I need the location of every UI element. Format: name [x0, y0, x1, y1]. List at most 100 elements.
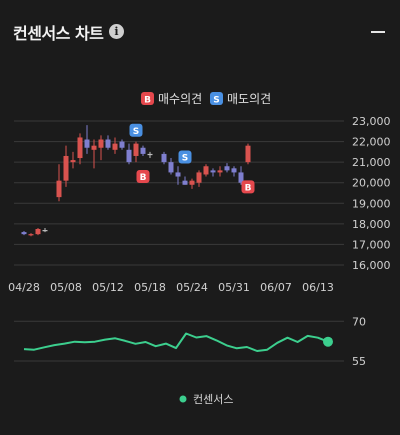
candle — [183, 177, 188, 185]
candle — [29, 233, 34, 236]
candle — [232, 166, 237, 176]
minus-icon[interactable] — [371, 22, 385, 40]
candle — [57, 164, 62, 201]
candle-body — [99, 140, 104, 148]
sell-opinion-marker: S — [179, 151, 192, 164]
price-y-tick-label: 19,000 — [352, 197, 391, 210]
x-tick-label: 05/31 — [218, 281, 250, 294]
candle-body — [197, 172, 202, 182]
consensus-legend-label: 컨센서스 — [193, 393, 233, 406]
info-icon[interactable]: i — [109, 24, 124, 39]
candle — [204, 164, 209, 176]
candle — [148, 152, 153, 158]
consensus-legend-dot — [180, 396, 187, 403]
candle — [141, 146, 146, 156]
candle — [64, 146, 69, 187]
candle-body — [141, 148, 146, 154]
candle — [43, 228, 48, 232]
legend-sell[interactable]: S 매도의견 — [210, 92, 271, 106]
candle — [218, 166, 223, 176]
candle-body — [134, 144, 139, 156]
price-y-axis: 23,00022,00021,00020,00019,00018,00017,0… — [352, 115, 391, 272]
candle-body — [162, 154, 167, 162]
consensus-series — [24, 333, 333, 351]
sell-opinion-marker: S — [130, 124, 143, 137]
candle-body — [71, 160, 76, 162]
candle-body — [190, 181, 195, 185]
candle — [120, 140, 125, 150]
price-grid — [14, 121, 344, 265]
price-y-tick-label: 16,000 — [352, 259, 391, 272]
consensus-chart-svg: B 매수의견 S 매도의견 23,00022,00021,00020,00019… — [0, 64, 400, 431]
x-tick-label: 05/08 — [50, 281, 82, 294]
x-tick-label: 05/18 — [134, 281, 166, 294]
buy-marker-letter: B — [144, 96, 151, 106]
marker-letter: B — [245, 183, 252, 193]
opinion-legend: B 매수의견 S 매도의견 — [141, 92, 271, 106]
candle-body — [113, 144, 118, 150]
candle — [246, 144, 251, 165]
candle — [225, 163, 230, 172]
candle-body — [29, 234, 34, 235]
candle-body — [225, 166, 230, 170]
candle — [127, 144, 132, 165]
buy-opinion-marker: B — [137, 170, 150, 183]
candle-body — [43, 230, 48, 231]
x-tick-label: 05/24 — [176, 281, 208, 294]
candle — [106, 135, 111, 149]
candle-body — [127, 150, 132, 162]
candle-body — [176, 172, 181, 176]
legend-buy[interactable]: B 매수의견 — [141, 92, 202, 106]
candle — [22, 231, 27, 235]
marker-letter: S — [133, 127, 139, 137]
price-y-tick-label: 18,000 — [352, 218, 391, 231]
candle — [113, 137, 118, 153]
candle-body — [92, 146, 97, 150]
consensus-last-point — [323, 337, 333, 347]
candle-body — [211, 170, 216, 172]
candle-body — [232, 168, 237, 172]
candle — [36, 228, 41, 235]
candle-body — [22, 232, 27, 234]
x-tick-label: 06/07 — [260, 281, 292, 294]
candle — [92, 140, 97, 169]
candle — [78, 133, 83, 164]
consensus-y-tick-label: 70 — [352, 315, 366, 328]
x-tick-label: 04/28 — [8, 281, 40, 294]
candle — [211, 168, 216, 176]
buy-opinion-marker: B — [242, 180, 255, 193]
candle-body — [204, 166, 209, 174]
consensus-line — [24, 334, 328, 352]
candle-body — [169, 162, 174, 172]
candle — [169, 158, 174, 174]
x-tick-label: 06/13 — [302, 281, 334, 294]
price-y-tick-label: 22,000 — [352, 136, 391, 149]
price-y-tick-label: 23,000 — [352, 115, 391, 128]
candle-body — [57, 181, 62, 197]
consensus-y-tick-label: 55 — [352, 355, 366, 368]
candle — [176, 166, 181, 185]
price-y-tick-label: 17,000 — [352, 238, 391, 251]
legend-sell-label: 매도의견 — [227, 92, 271, 106]
candle — [190, 179, 195, 189]
x-tick-label: 05/12 — [92, 281, 124, 294]
panel-title: 컨센서스 차트 — [13, 20, 103, 44]
sell-marker-letter: S — [213, 96, 219, 106]
candle-body — [148, 154, 153, 155]
price-y-tick-label: 20,000 — [352, 177, 391, 190]
candle — [85, 125, 90, 154]
candle — [99, 135, 104, 160]
consensus-legend[interactable]: 컨센서스 — [180, 393, 234, 406]
candle-body — [78, 137, 83, 158]
candle — [71, 152, 76, 168]
legend-buy-label: 매수의견 — [158, 92, 202, 106]
candle-body — [183, 181, 188, 185]
candle — [134, 142, 139, 163]
candle-body — [218, 170, 223, 172]
date-x-axis: 04/28 05/08 05/12 05/18 05/24 05/31 06/07 06/13 — [8, 281, 334, 294]
candle-body — [120, 142, 125, 148]
panel-header: 컨센서스 차트 i — [0, 0, 400, 64]
candle-body — [246, 146, 251, 162]
